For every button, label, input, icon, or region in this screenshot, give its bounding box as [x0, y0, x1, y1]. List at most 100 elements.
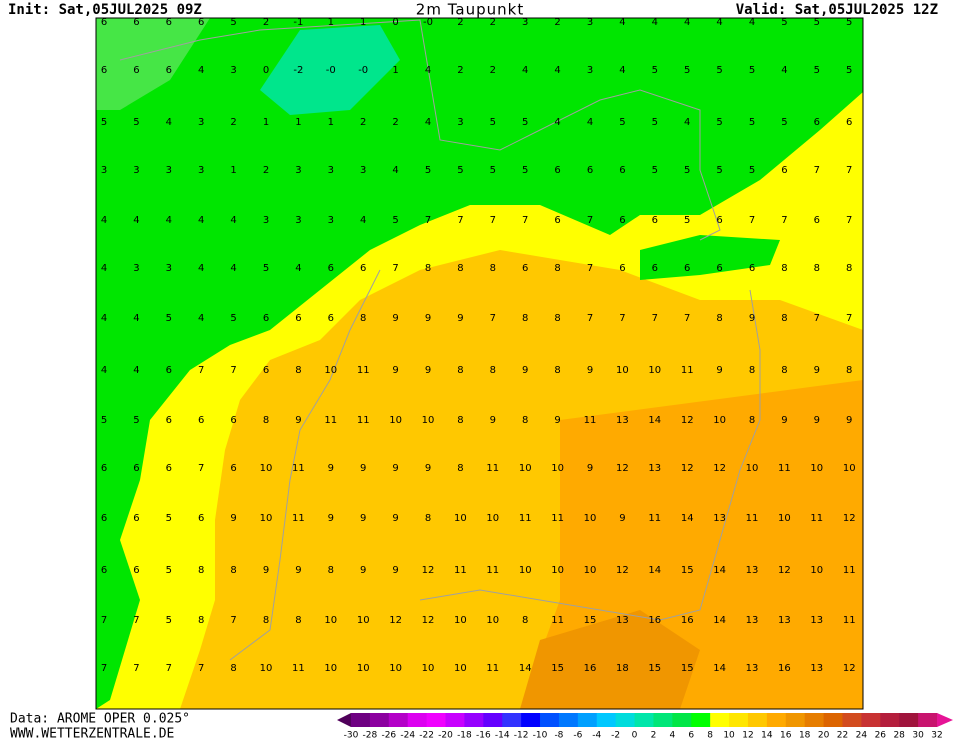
- grid-value: 8: [263, 415, 269, 426]
- legend-swatch: [483, 713, 503, 727]
- grid-value: 5: [101, 117, 107, 128]
- grid-value: 15: [551, 663, 564, 674]
- grid-value: 9: [425, 463, 431, 474]
- grid-value: 9: [328, 513, 334, 524]
- grid-value: 4: [198, 215, 204, 226]
- grid-value: 5: [166, 565, 172, 576]
- grid-value: -0: [326, 65, 336, 76]
- grid-value: 8: [522, 313, 528, 324]
- grid-value: 4: [587, 117, 593, 128]
- grid-value: 10: [422, 663, 435, 674]
- grid-value: 5: [749, 165, 755, 176]
- data-source: Data: AROME OPER 0.025°: [10, 712, 190, 727]
- grid-value: 5: [166, 513, 172, 524]
- grid-value: 7: [846, 215, 852, 226]
- grid-value: 3: [101, 165, 107, 176]
- grid-value: 9: [392, 565, 398, 576]
- grid-value: 7: [133, 615, 139, 626]
- grid-value: 7: [133, 663, 139, 674]
- grid-value: 7: [490, 313, 496, 324]
- grid-value: 6: [814, 215, 820, 226]
- grid-value: 3: [587, 65, 593, 76]
- grid-value: 7: [814, 165, 820, 176]
- grid-value: 7: [814, 313, 820, 324]
- grid-value: 9: [328, 463, 334, 474]
- grid-value: 6: [166, 415, 172, 426]
- grid-value: 8: [554, 313, 560, 324]
- legend-label: 20: [818, 731, 830, 741]
- grid-value: 10: [486, 513, 499, 524]
- grid-value: 9: [295, 565, 301, 576]
- legend-swatch: [558, 713, 579, 727]
- border-line: [419, 289, 761, 621]
- grid-value: 9: [619, 513, 625, 524]
- grid-value: 10: [778, 513, 791, 524]
- grid-value: 11: [681, 365, 694, 376]
- grid-value: 10: [551, 565, 564, 576]
- legend-swatch: [823, 713, 843, 727]
- grid-value: 6: [133, 65, 139, 76]
- grid-value: 8: [846, 263, 852, 274]
- legend-label: 0: [632, 731, 638, 741]
- grid-value: 8: [198, 615, 204, 626]
- grid-value: 15: [681, 663, 694, 674]
- grid-value: 13: [810, 663, 823, 674]
- grid-value: 12: [422, 565, 435, 576]
- legend-label: -30: [344, 731, 359, 741]
- legend-label: 10: [723, 731, 735, 741]
- legend-swatch: [729, 713, 749, 727]
- grid-value: 5: [684, 165, 690, 176]
- grid-value: 0: [392, 17, 398, 28]
- grid-value: 18: [616, 663, 629, 674]
- grid-value: 11: [810, 513, 823, 524]
- legend-label: 6: [688, 731, 694, 741]
- grid-value: 4: [133, 313, 139, 324]
- grid-value: 6: [101, 65, 107, 76]
- legend-label: -26: [381, 731, 396, 741]
- grid-value: 4: [652, 17, 658, 28]
- grid-value: 8: [749, 365, 755, 376]
- legend-label: -4: [592, 731, 601, 741]
- grid-value: 5: [133, 415, 139, 426]
- grid-value: 10: [746, 463, 759, 474]
- grid-value: 10: [260, 463, 273, 474]
- grid-value: 2: [230, 117, 236, 128]
- legend-label: 12: [742, 731, 753, 741]
- grid-value: 5: [652, 117, 658, 128]
- legend-label: 8: [707, 731, 713, 741]
- grid-value: 6: [619, 215, 625, 226]
- grid-value: 1: [295, 117, 301, 128]
- grid-value: 13: [648, 463, 661, 474]
- legend-swatch: [407, 713, 428, 727]
- grid-value: 2: [554, 17, 560, 28]
- grid-value: 10: [389, 663, 402, 674]
- grid-value: 11: [486, 463, 499, 474]
- field-green: [96, 18, 863, 709]
- grid-value: -0: [423, 17, 433, 28]
- grid-value: 3: [328, 165, 334, 176]
- grid-value: 9: [392, 365, 398, 376]
- grid-value: 6: [198, 513, 204, 524]
- legend-swatch: [880, 713, 900, 727]
- grid-value: 5: [425, 165, 431, 176]
- grid-value: 1: [328, 17, 334, 28]
- grid-value: 8: [781, 263, 787, 274]
- grid-value: 10: [454, 513, 467, 524]
- grid-value: -2: [293, 65, 303, 76]
- legend-swatch: [426, 713, 447, 727]
- grid-value: 9: [490, 415, 496, 426]
- grid-value: 6: [133, 513, 139, 524]
- grid-value: 4: [295, 263, 301, 274]
- grid-value: 4: [166, 215, 172, 226]
- legend-label: 28: [893, 731, 905, 741]
- grid-value: 13: [810, 615, 823, 626]
- grid-value: 14: [681, 513, 694, 524]
- grid-value: 11: [292, 513, 305, 524]
- grid-value: 3: [263, 215, 269, 226]
- grid-value: -1: [293, 17, 303, 28]
- grid-value: 4: [198, 65, 204, 76]
- border-line: [229, 269, 381, 661]
- grid-value: 13: [778, 615, 791, 626]
- grid-value: 10: [648, 365, 661, 376]
- grid-value: 8: [522, 415, 528, 426]
